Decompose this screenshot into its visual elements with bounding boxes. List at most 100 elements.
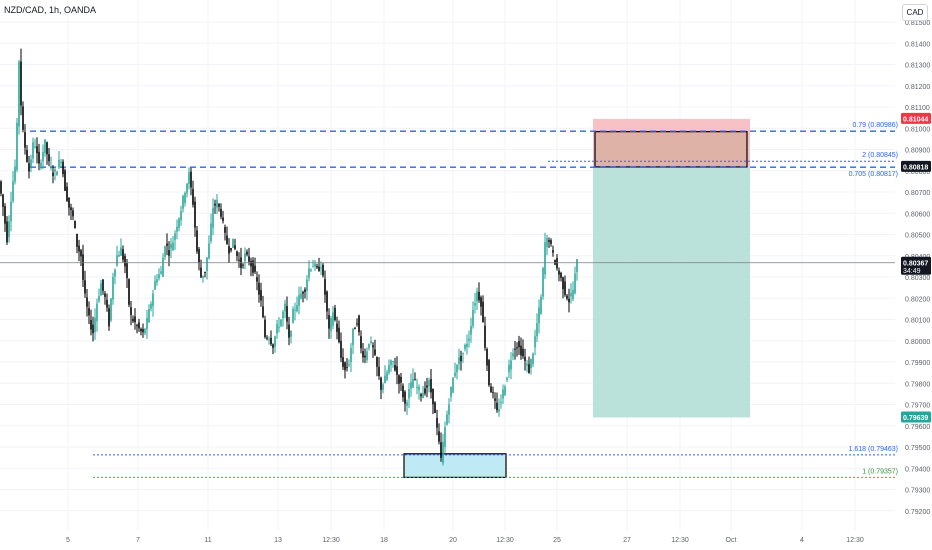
candle-body xyxy=(198,249,200,263)
candle-body xyxy=(480,297,482,307)
candle-body xyxy=(460,355,462,362)
candle-body xyxy=(52,172,54,176)
candle-body xyxy=(86,297,88,307)
candle-body xyxy=(76,233,78,247)
candle-body xyxy=(164,246,166,257)
candle-body xyxy=(178,218,180,229)
candle-body xyxy=(166,243,168,246)
candle-body xyxy=(518,341,520,348)
candle-body xyxy=(158,274,160,279)
candle-body xyxy=(530,358,532,368)
candle-body xyxy=(348,364,350,366)
candle-body xyxy=(182,195,184,209)
fib-level-label: 0.79 (0.80986) xyxy=(852,122,898,129)
candle-body xyxy=(72,210,74,217)
candle-body xyxy=(126,263,128,278)
candle-body xyxy=(498,408,500,412)
currency-button[interactable]: CAD xyxy=(902,4,928,21)
candle-body xyxy=(422,393,424,399)
candle-body xyxy=(538,307,540,324)
candle-body xyxy=(264,319,266,338)
candle-body xyxy=(288,324,290,338)
candle-body xyxy=(412,378,414,388)
candle-body xyxy=(222,217,224,221)
candle-body xyxy=(500,401,502,403)
candle-body xyxy=(344,362,346,371)
candle-body xyxy=(324,279,326,295)
price-axis-tick: 0.80800 xyxy=(905,169,930,176)
candle-body xyxy=(470,326,472,335)
candle-body xyxy=(476,291,478,302)
current-price-label-text: 0.80367 xyxy=(903,260,928,267)
candle-body xyxy=(88,308,90,316)
candle-body xyxy=(424,388,426,394)
candle-body xyxy=(416,386,418,388)
candle-body xyxy=(82,254,84,280)
candle-body xyxy=(352,328,354,346)
candle-body xyxy=(248,256,250,262)
candle-body xyxy=(128,279,130,305)
candle-body xyxy=(270,337,272,345)
candle-body xyxy=(342,357,344,367)
candle-body xyxy=(290,331,292,337)
candle-body xyxy=(314,263,316,267)
candle-body xyxy=(278,326,280,328)
candle-body xyxy=(144,328,146,334)
candle-body xyxy=(434,402,436,413)
candle-body xyxy=(548,240,550,242)
candle-body xyxy=(492,392,494,394)
candle-body xyxy=(374,349,376,355)
time-axis[interactable]: 5 7 11 13 12:30 18 20 12:30 25 27 12:30 Oct 4 12:30 xyxy=(66,537,864,544)
candle-body xyxy=(214,203,216,206)
candle-body xyxy=(60,161,62,163)
candle-body xyxy=(334,307,336,320)
candle-body xyxy=(294,309,296,311)
time-axis-tick: 12:30 xyxy=(671,537,689,544)
time-axis-tick: 27 xyxy=(623,537,631,544)
time-axis-tick: 12:30 xyxy=(496,537,514,544)
candle-body xyxy=(176,226,178,232)
candle-body xyxy=(186,183,188,194)
candle-body xyxy=(114,269,116,277)
candle-body xyxy=(454,372,456,377)
candle-body xyxy=(406,402,408,406)
candle-body xyxy=(64,170,66,191)
candle-body xyxy=(340,340,342,358)
time-axis-tick: 20 xyxy=(449,537,457,544)
candle-body xyxy=(380,377,382,390)
grid xyxy=(0,0,895,530)
candle-body xyxy=(44,139,46,153)
candle-body xyxy=(366,351,368,361)
take-profit-zone[interactable] xyxy=(593,166,750,418)
candle-body xyxy=(58,160,60,168)
candle-body xyxy=(202,275,204,278)
candle-body xyxy=(446,414,448,425)
time-axis-tick: 4 xyxy=(800,537,804,544)
candle-body xyxy=(310,269,312,271)
candle-body xyxy=(400,376,402,383)
price-axis-tick: 0.80000 xyxy=(905,339,930,346)
candle-body xyxy=(206,257,208,272)
candle-body xyxy=(398,375,400,384)
candle-body xyxy=(26,149,28,162)
candle-body xyxy=(106,299,108,308)
demand-zone-box[interactable] xyxy=(403,453,507,478)
candle-body xyxy=(134,316,136,323)
candle-body xyxy=(260,290,262,301)
candle-body xyxy=(370,341,372,343)
candle-body xyxy=(122,249,124,260)
candle-body xyxy=(318,266,320,271)
candle-body xyxy=(458,357,460,364)
target-price-label-text: 0.79639 xyxy=(903,415,928,422)
price-axis-tick: 0.79700 xyxy=(905,403,930,410)
time-axis-tick: 7 xyxy=(136,537,140,544)
candle-body xyxy=(494,398,496,401)
candle-body xyxy=(372,345,374,348)
candle-body xyxy=(252,260,254,273)
candle-body xyxy=(442,441,444,464)
candle-body xyxy=(414,379,416,381)
candle-body xyxy=(210,223,212,242)
candle-body xyxy=(68,197,70,208)
fib-level-label: 1.618 (0.79463) xyxy=(849,446,898,453)
